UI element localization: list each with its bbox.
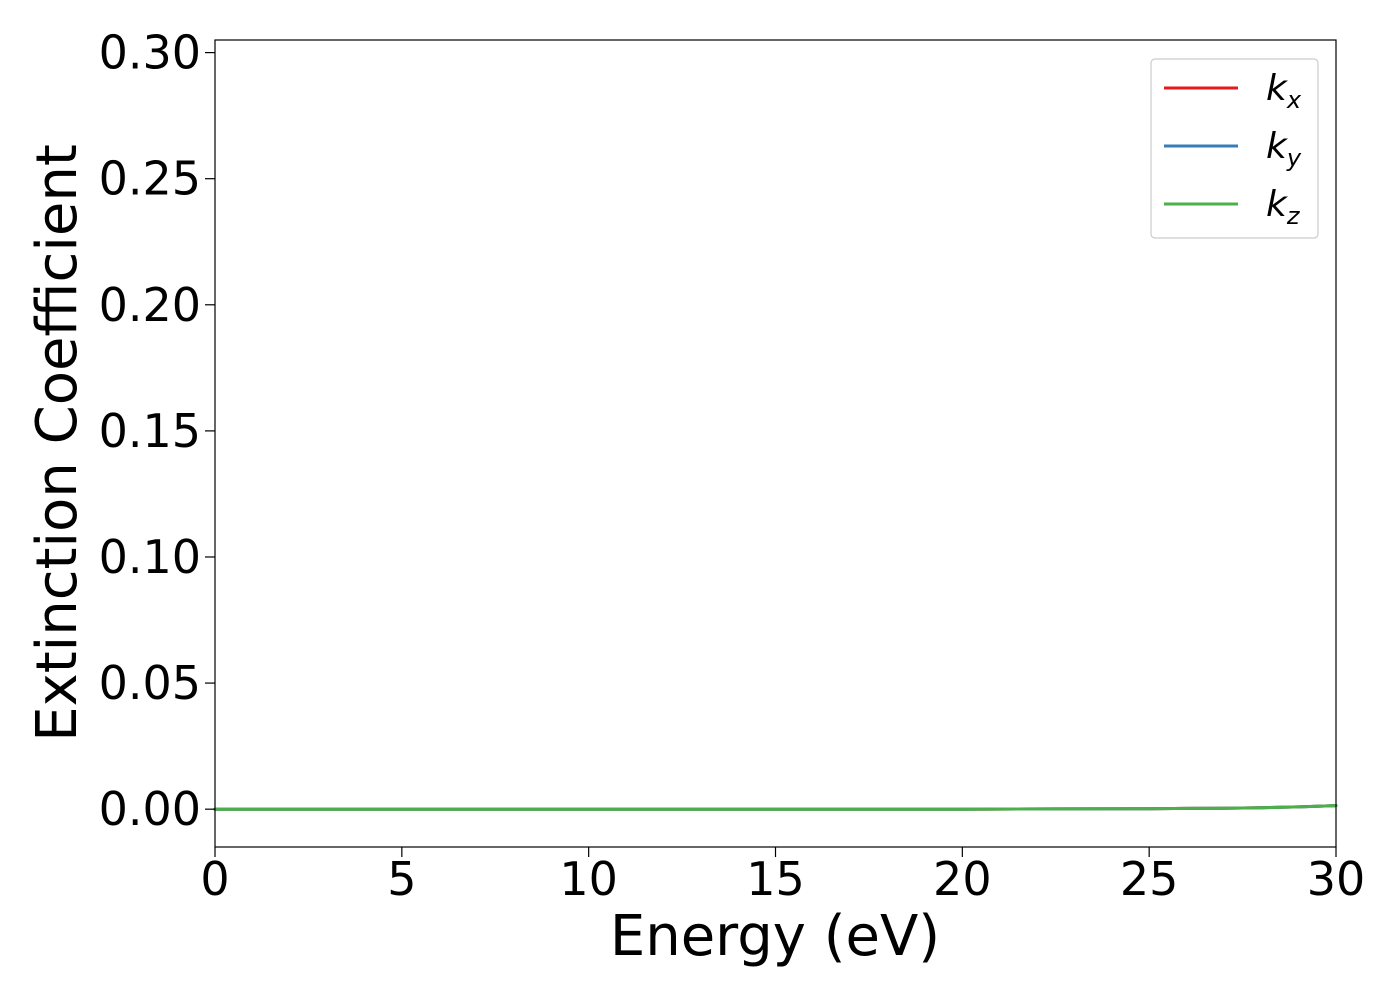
x-tick-label: 5 <box>387 852 416 906</box>
legend-label-y: ky <box>1266 126 1302 172</box>
legend-box <box>1150 58 1319 239</box>
x-tick-label: 20 <box>933 852 992 906</box>
y-tick-label: 0.20 <box>99 278 201 332</box>
legend-label-x: kx <box>1266 68 1302 114</box>
x-tick-label: 30 <box>1307 852 1366 906</box>
y-tick-label: 0.15 <box>99 404 201 458</box>
y-axis-ticks: 0.00 0.05 0.10 0.15 0.20 0.25 0.30 <box>99 26 215 836</box>
y-tick-label: 0.10 <box>99 530 201 584</box>
x-tick-label: 15 <box>746 852 805 906</box>
x-tick-label: 10 <box>559 852 618 906</box>
x-axis-label: Energy (eV) <box>610 904 940 969</box>
plot-background <box>215 40 1336 847</box>
legend-label-z: kz <box>1266 184 1301 230</box>
y-tick-label: 0.00 <box>99 782 201 836</box>
y-tick-label: 0.25 <box>99 152 201 206</box>
series-line-z <box>213 804 1338 811</box>
legend: kx ky kz <box>1150 58 1319 239</box>
x-tick-label: 25 <box>1120 852 1179 906</box>
series-layer <box>213 804 1338 811</box>
y-tick-label: 0.30 <box>99 26 201 80</box>
y-axis-label: Extinction Coefficient <box>25 144 90 742</box>
x-axis-ticks: 0 5 10 15 20 25 30 <box>200 847 1365 906</box>
x-tick-label: 0 <box>200 852 229 906</box>
y-tick-label: 0.05 <box>99 656 201 710</box>
